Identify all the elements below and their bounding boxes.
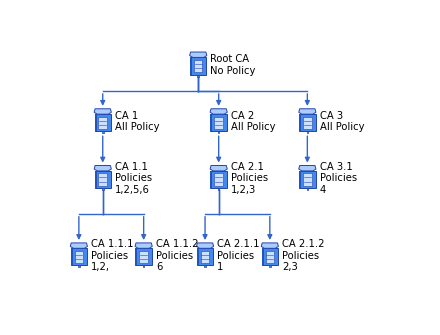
Polygon shape: [136, 248, 152, 265]
Polygon shape: [210, 171, 213, 188]
Polygon shape: [135, 243, 152, 248]
Polygon shape: [299, 171, 301, 188]
Polygon shape: [210, 165, 227, 171]
Polygon shape: [95, 171, 96, 188]
Polygon shape: [299, 109, 316, 114]
Polygon shape: [210, 114, 213, 131]
Polygon shape: [269, 265, 271, 267]
Polygon shape: [299, 171, 315, 188]
Polygon shape: [197, 248, 213, 265]
Polygon shape: [139, 251, 148, 263]
Text: CA 2.1.2
Policies
2,3: CA 2.1.2 Policies 2,3: [282, 239, 325, 272]
Polygon shape: [201, 251, 209, 263]
Polygon shape: [75, 251, 83, 263]
Text: Root CA
No Policy: Root CA No Policy: [210, 54, 256, 76]
Polygon shape: [102, 131, 103, 133]
Text: CA 2.1
Policies
1,2,3: CA 2.1 Policies 1,2,3: [231, 162, 268, 195]
Polygon shape: [299, 165, 316, 171]
Polygon shape: [196, 243, 214, 248]
Polygon shape: [190, 57, 192, 75]
Polygon shape: [210, 109, 227, 114]
Text: CA 1.1.1
Policies
1,2,: CA 1.1.1 Policies 1,2,: [91, 239, 134, 272]
Text: CA 3.1
Policies
4: CA 3.1 Policies 4: [319, 162, 357, 195]
Text: CA 3
All Policy: CA 3 All Policy: [319, 111, 364, 132]
Polygon shape: [197, 248, 199, 265]
Text: CA 1.1
Policies
1,2,5,6: CA 1.1 Policies 1,2,5,6: [115, 162, 152, 195]
Polygon shape: [303, 173, 312, 186]
Polygon shape: [262, 248, 264, 265]
Polygon shape: [194, 60, 202, 72]
Polygon shape: [266, 251, 274, 263]
Text: CA 2
All Policy: CA 2 All Policy: [231, 111, 275, 132]
Polygon shape: [210, 171, 227, 188]
Polygon shape: [95, 114, 111, 131]
Polygon shape: [99, 173, 107, 186]
Polygon shape: [307, 131, 308, 133]
Polygon shape: [261, 243, 279, 248]
Polygon shape: [218, 131, 220, 133]
Text: CA 1
All Policy: CA 1 All Policy: [115, 111, 160, 132]
Polygon shape: [307, 188, 308, 190]
Polygon shape: [78, 265, 80, 267]
Text: CA 2.1.1
Policies
1: CA 2.1.1 Policies 1: [217, 239, 260, 272]
Polygon shape: [95, 171, 111, 188]
Polygon shape: [214, 173, 223, 186]
Polygon shape: [210, 114, 227, 131]
Polygon shape: [136, 248, 137, 265]
Text: CA 1.1.2
Policies
6: CA 1.1.2 Policies 6: [156, 239, 198, 272]
Polygon shape: [303, 117, 312, 129]
Polygon shape: [143, 265, 144, 267]
Polygon shape: [198, 75, 199, 76]
Polygon shape: [190, 57, 206, 75]
Polygon shape: [94, 165, 111, 171]
Polygon shape: [70, 243, 88, 248]
Polygon shape: [99, 117, 107, 129]
Polygon shape: [102, 188, 103, 190]
Polygon shape: [71, 248, 87, 265]
Polygon shape: [214, 117, 223, 129]
Polygon shape: [94, 109, 111, 114]
Polygon shape: [95, 114, 96, 131]
Polygon shape: [218, 188, 220, 190]
Polygon shape: [299, 114, 301, 131]
Polygon shape: [71, 248, 73, 265]
Polygon shape: [262, 248, 278, 265]
Polygon shape: [190, 52, 207, 57]
Polygon shape: [299, 114, 315, 131]
Polygon shape: [204, 265, 206, 267]
